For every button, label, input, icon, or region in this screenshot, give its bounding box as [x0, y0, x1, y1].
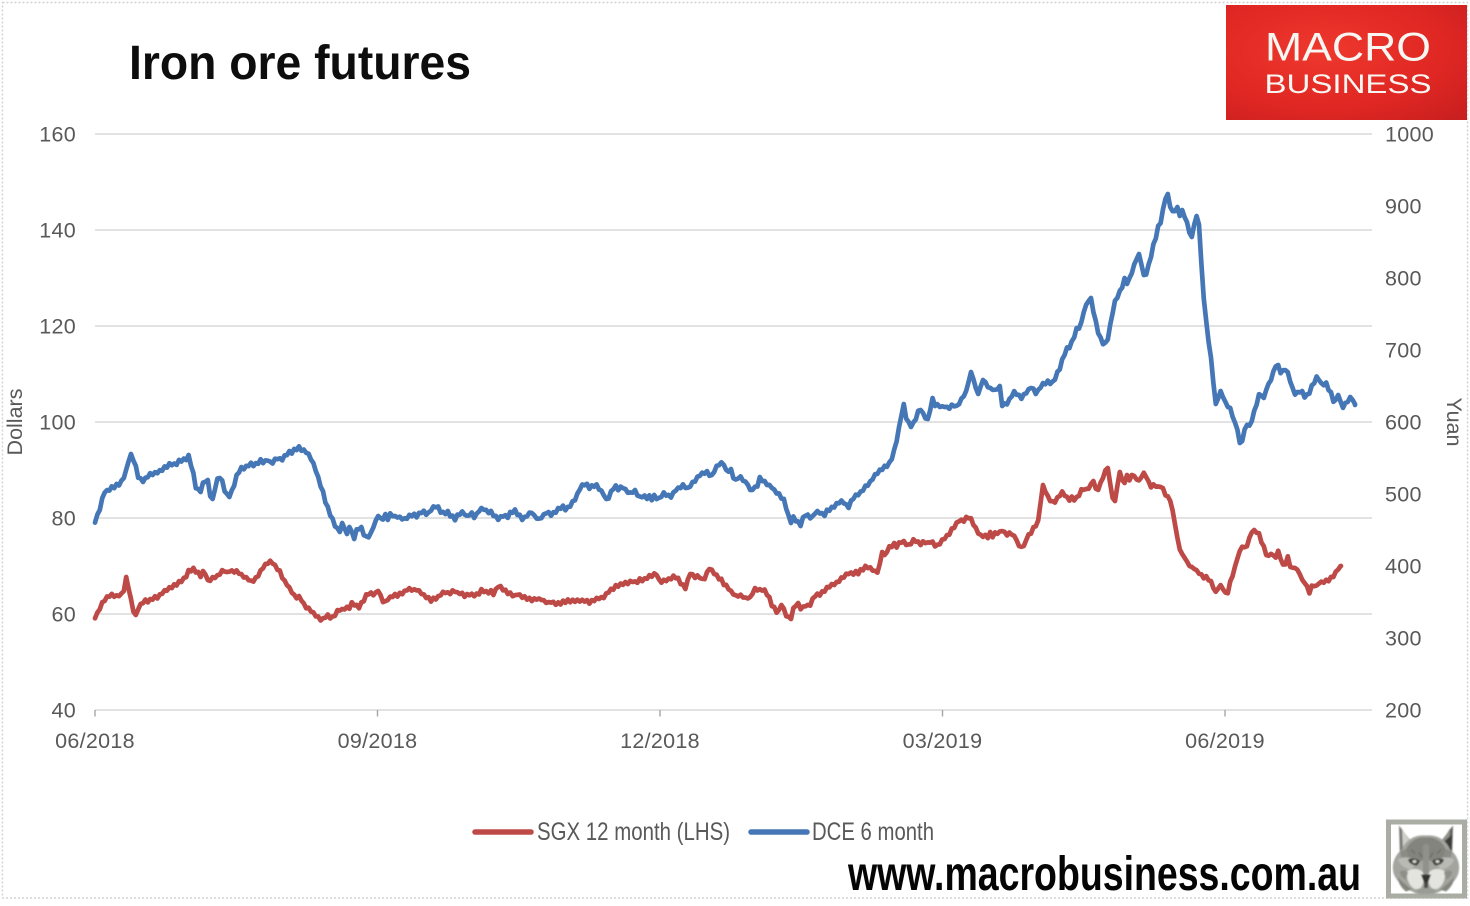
svg-text:1000: 1000 [1385, 123, 1434, 147]
svg-text:Dollars: Dollars [3, 389, 27, 456]
svg-text:09/2018: 09/2018 [338, 729, 418, 753]
svg-text:Iron ore futures: Iron ore futures [129, 37, 471, 90]
svg-text:900: 900 [1385, 195, 1422, 219]
svg-text:DCE 6 month: DCE 6 month [812, 818, 934, 846]
svg-text:140: 140 [39, 219, 76, 243]
svg-text:SGX 12 month (LHS): SGX 12 month (LHS) [537, 818, 730, 846]
svg-text:06/2018: 06/2018 [55, 729, 135, 753]
svg-text:100: 100 [39, 411, 76, 435]
svg-text:12/2018: 12/2018 [620, 729, 700, 753]
svg-text:600: 600 [1385, 411, 1422, 435]
svg-text:400: 400 [1385, 555, 1422, 579]
svg-text:200: 200 [1385, 699, 1422, 723]
svg-text:160: 160 [39, 123, 76, 147]
svg-text:700: 700 [1385, 339, 1422, 363]
svg-text:300: 300 [1385, 627, 1422, 651]
svg-text:60: 60 [51, 603, 76, 627]
svg-text:MACRO: MACRO [1265, 26, 1431, 70]
svg-text:40: 40 [51, 699, 76, 723]
svg-text:www.macrobusiness.com.au: www.macrobusiness.com.au [847, 848, 1361, 901]
svg-text:BUSINESS: BUSINESS [1265, 69, 1432, 99]
svg-text:120: 120 [39, 315, 76, 339]
svg-text:Yuan: Yuan [1442, 397, 1466, 446]
svg-text:800: 800 [1385, 267, 1422, 291]
svg-text:500: 500 [1385, 483, 1422, 507]
svg-text:80: 80 [51, 507, 76, 531]
svg-text:03/2019: 03/2019 [903, 729, 983, 753]
svg-text:06/2019: 06/2019 [1185, 729, 1265, 753]
